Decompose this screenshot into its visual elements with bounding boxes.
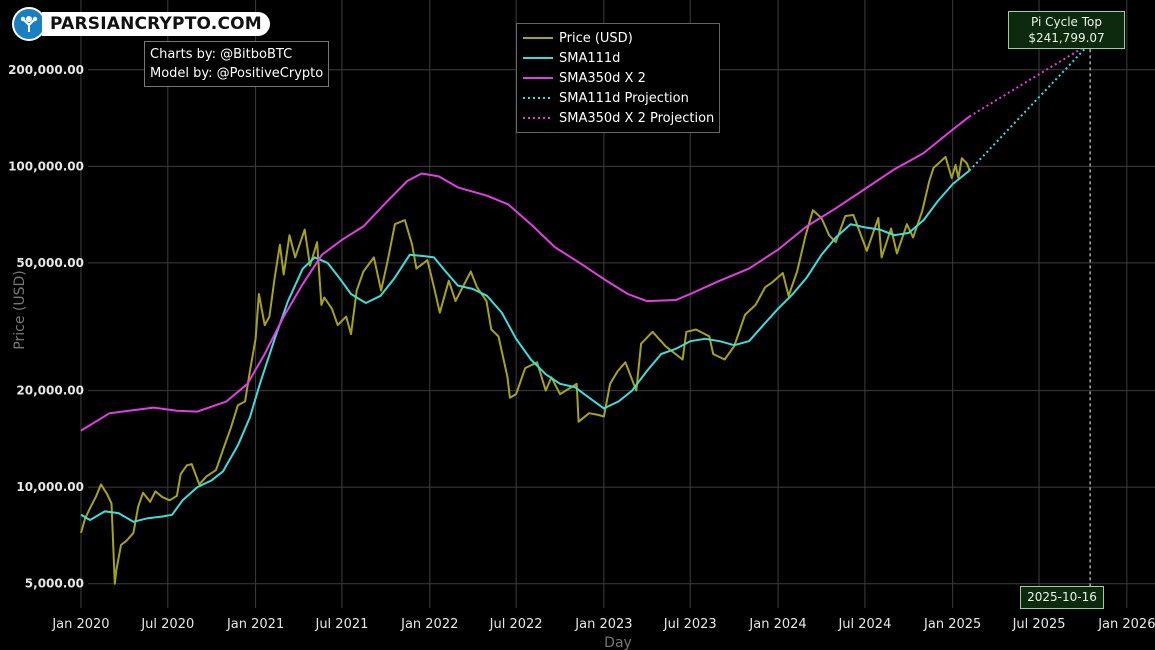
annotations	[1085, 38, 1095, 586]
credits-line-charts: Charts by: @BitboBTC	[150, 47, 293, 62]
y-tick-label: 5,000.00	[25, 577, 84, 591]
x-axis-ticks: Jan 2020 Jul 2020 Jan 2021 Jul 2021 Jan 2022…	[51, 617, 1155, 632]
chart-legend: Price (USD) SMA111d SMA350d X 2 SMA111d …	[516, 23, 720, 133]
legend-item-sma111d-projection[interactable]: SMA111d Projection	[517, 88, 719, 108]
x-tick-label: Jan 2026	[1097, 617, 1155, 632]
legend-label: SMA350d X 2	[559, 70, 646, 86]
x-tick-label: Jul 2020	[140, 617, 194, 632]
y-tick-label: 50,000.00	[16, 256, 84, 270]
x-tick-label: Jan 2020	[51, 617, 109, 632]
y-tick-label: 200,000.00	[8, 63, 84, 77]
pi-cycle-top-title: Pi Cycle Top	[1031, 15, 1102, 29]
legend-label: SMA350d X 2 Projection	[559, 110, 715, 126]
x-tick-label: Jan 2024	[748, 617, 806, 632]
pi-cycle-top-callout: Pi Cycle Top $241,799.07	[1008, 11, 1125, 49]
credits-box: Charts by: @BitboBTC Model by: @Positive…	[144, 41, 330, 87]
series-price-usd	[80, 155, 971, 585]
site-logo[interactable]: PARSIANCRYPTO.COM	[12, 6, 270, 42]
legend-label: SMA111d Projection	[559, 90, 689, 106]
series-sma350d-x-2-projection	[968, 42, 1091, 118]
x-tick-label: Jan 2022	[400, 617, 458, 632]
x-tick-label: Jul 2021	[314, 617, 368, 632]
legend-swatch	[523, 117, 553, 119]
series-sma111d	[80, 169, 971, 523]
x-tick-label: Jan 2021	[226, 617, 284, 632]
x-tick-label: Jul 2022	[489, 617, 543, 632]
x-tick-label: Jan 2025	[923, 617, 981, 632]
pi-cycle-date-callout: 2025-10-16	[1020, 586, 1104, 609]
x-tick-label: Jul 2025	[1012, 617, 1066, 632]
tree-icon	[12, 7, 46, 41]
series-sma111d-projection	[968, 42, 1091, 172]
legend-item-sma350d-x2[interactable]: SMA350d X 2	[517, 68, 719, 88]
legend-swatch	[523, 57, 553, 59]
series-sma350d-x-2	[80, 115, 971, 432]
pi-cycle-top-value: $241,799.07	[1028, 31, 1105, 45]
y-axis-ticks: 5,000.00 10,000.00 20,000.00 50,000.00 100,0…	[8, 63, 84, 591]
legend-item-sma111d[interactable]: SMA111d	[517, 48, 719, 68]
y-tick-label: 10,000.00	[16, 480, 84, 494]
legend-swatch	[523, 37, 553, 39]
y-tick-label: 20,000.00	[16, 384, 84, 398]
series-lines	[80, 42, 1091, 585]
y-axis-label: Price (USD)	[12, 270, 28, 349]
legend-swatch	[523, 77, 553, 79]
credits-line-model: Model by: @PositiveCrypto	[150, 66, 324, 81]
x-tick-label: Jan 2023	[574, 617, 632, 632]
legend-label: Price (USD)	[559, 30, 633, 46]
legend-label: SMA111d	[559, 50, 621, 66]
x-tick-label: Jul 2024	[837, 617, 891, 632]
legend-item-sma350d-x2-projection[interactable]: SMA350d X 2 Projection	[517, 108, 719, 128]
legend-item-price[interactable]: Price (USD)	[517, 28, 719, 48]
y-tick-label: 100,000.00	[8, 159, 84, 173]
x-axis-label: Day	[604, 635, 632, 650]
legend-swatch	[523, 97, 553, 99]
logo-text: PARSIANCRYPTO.COM	[42, 12, 270, 36]
x-tick-label: Jul 2023	[663, 617, 717, 632]
